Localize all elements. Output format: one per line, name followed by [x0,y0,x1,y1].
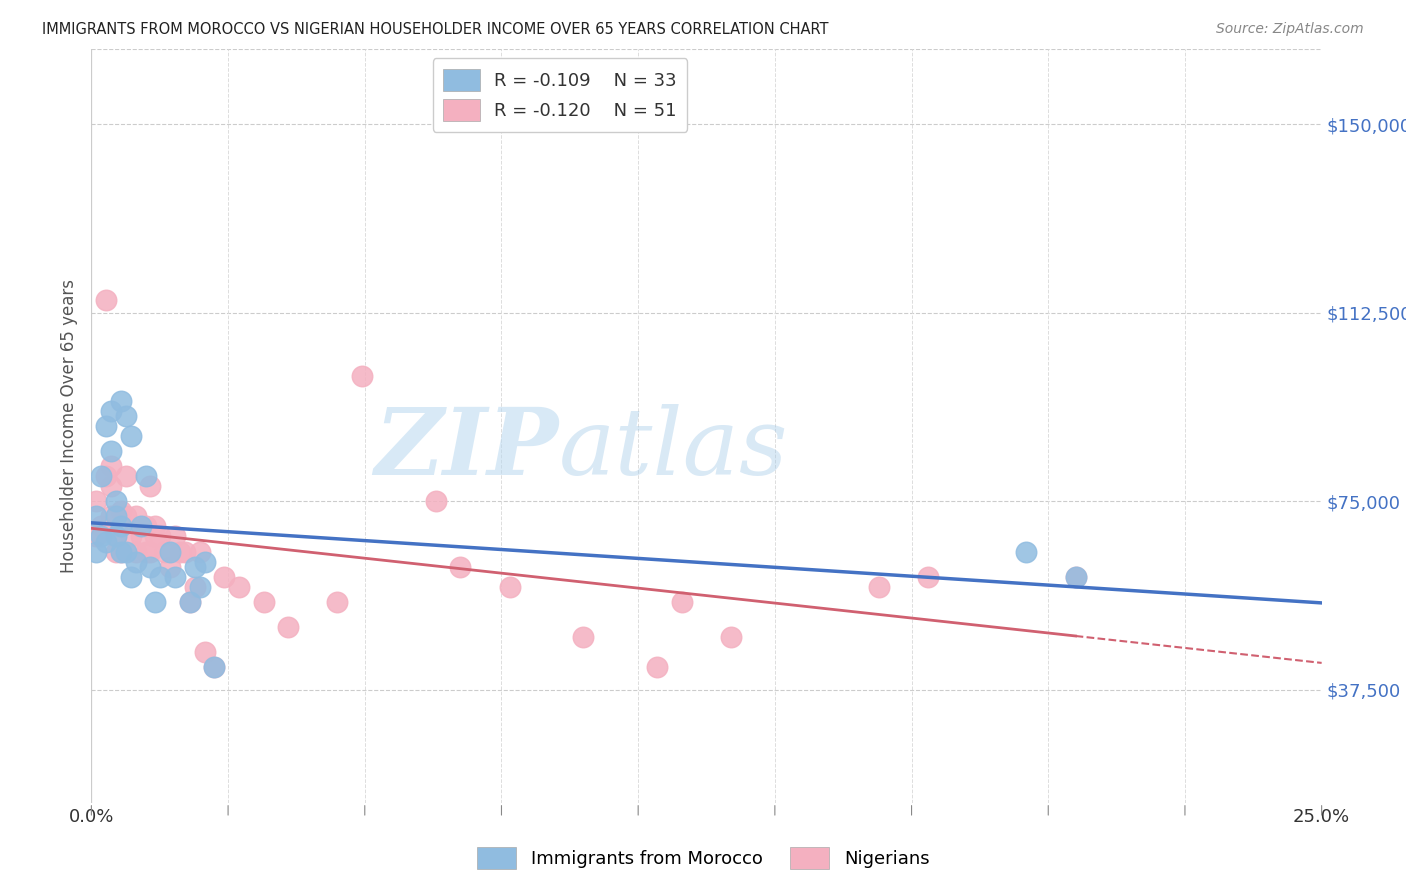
Point [1064,570,1087,584]
Point [100,509,122,524]
Point [159,544,181,558]
Point [110,544,132,558]
Point [100,459,122,474]
Point [100,404,122,418]
Point [135,519,156,533]
Point [868,580,890,594]
Point [671,595,693,609]
Legend: R = -0.109    N = 33, R = -0.120    N = 51: R = -0.109 N = 33, R = -0.120 N = 51 [433,58,688,132]
Point [105,529,127,543]
Point [114,509,138,524]
Point [124,509,146,524]
Point [124,544,146,558]
Point [145,529,166,543]
Point [105,509,127,524]
Point [645,660,669,674]
Point [86,529,108,543]
Text: Source: ZipAtlas.com: Source: ZipAtlas.com [1216,22,1364,37]
Point [183,580,207,594]
Point [145,519,166,533]
Point [179,595,201,609]
Point [139,559,162,574]
Point [572,630,595,644]
Point [179,595,201,609]
Point [124,555,146,569]
Point [105,529,127,543]
Point [326,595,349,609]
Point [212,570,235,584]
Point [129,519,152,533]
Point [114,544,138,558]
Point [105,544,127,558]
Point [188,580,211,594]
Point [100,479,122,493]
Point [153,544,177,558]
Point [96,293,117,308]
Point [174,544,197,558]
Point [139,544,162,558]
Point [202,660,225,674]
Point [193,555,217,569]
Point [110,504,132,518]
Point [114,469,138,483]
Point [145,595,166,609]
Point [110,544,132,558]
Point [90,529,112,543]
Y-axis label: Householder Income Over 65 years: Householder Income Over 65 years [59,279,77,573]
Point [202,660,225,674]
Point [498,580,520,594]
Point [188,544,211,558]
Text: IMMIGRANTS FROM MOROCCO VS NIGERIAN HOUSEHOLDER INCOME OVER 65 YEARS CORRELATION: IMMIGRANTS FROM MOROCCO VS NIGERIAN HOUS… [42,22,828,37]
Point [159,559,181,574]
Point [96,419,117,434]
Point [90,519,112,533]
Point [135,469,156,483]
Point [352,368,374,383]
Point [1064,570,1087,584]
Point [149,529,172,543]
Point [139,479,162,493]
Point [96,469,117,483]
Point [163,529,186,543]
Point [114,409,138,423]
Point [100,444,122,458]
Point [163,570,186,584]
Point [129,529,152,543]
Text: atlas: atlas [558,403,789,493]
Point [149,570,172,584]
Point [449,559,471,574]
Point [1015,544,1038,558]
Point [110,393,132,408]
Point [86,544,108,558]
Point [105,494,127,508]
Text: ZIP: ZIP [374,403,558,493]
Point [183,559,207,574]
Legend: Immigrants from Morocco, Nigerians: Immigrants from Morocco, Nigerians [468,838,938,879]
Point [86,509,108,524]
Point [120,429,142,443]
Point [193,645,217,659]
Point [96,534,117,549]
Point [90,469,112,483]
Point [135,544,156,558]
Point [425,494,447,508]
Point [169,544,191,558]
Point [120,529,142,543]
Point [253,595,276,609]
Point [228,580,250,594]
Point [720,630,742,644]
Point [277,620,299,634]
Point [917,570,939,584]
Point [86,494,108,508]
Point [120,570,142,584]
Point [110,519,132,533]
